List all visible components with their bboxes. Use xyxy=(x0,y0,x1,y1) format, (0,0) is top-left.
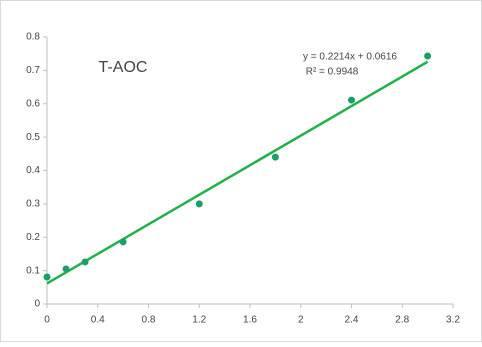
data-point xyxy=(43,273,51,281)
r-squared: R² = 0.9948 xyxy=(306,67,359,78)
data-point xyxy=(62,265,70,273)
data-point xyxy=(348,96,355,104)
data-point xyxy=(424,52,432,60)
y-tick-label: 0.7 xyxy=(26,65,40,76)
x-tick-label: 2.4 xyxy=(345,315,359,326)
data-point xyxy=(195,200,203,208)
x-tick-label: 1.6 xyxy=(243,315,257,326)
y-tick-label: 0 xyxy=(34,299,40,310)
y-tick-label: 0.8 xyxy=(26,32,40,43)
data-point xyxy=(81,258,89,266)
y-tick-label: 0.1 xyxy=(26,265,40,276)
x-tick-label: 0.4 xyxy=(91,315,105,326)
x-tick-label: 0.8 xyxy=(142,315,156,326)
x-tick-label: 2 xyxy=(298,315,304,326)
x-tick-label: 1.2 xyxy=(192,315,206,326)
equation: y = 0.2214x + 0.0616 xyxy=(303,52,397,63)
y-tick-label: 0.6 xyxy=(26,98,40,109)
x-tick-label: 2.8 xyxy=(395,315,409,326)
y-tick-label: 0.5 xyxy=(26,132,40,143)
chart-title: T-AOC xyxy=(99,59,148,76)
data-point xyxy=(271,153,279,161)
x-tick-label: 3.2 xyxy=(446,315,460,326)
y-tick-label: 0.2 xyxy=(26,232,40,243)
x-tick-label: 0 xyxy=(44,315,50,326)
trendline xyxy=(46,60,429,285)
y-tick-label: 0.4 xyxy=(26,165,40,176)
data-point xyxy=(119,238,127,246)
y-tick-label: 0.3 xyxy=(26,199,40,210)
